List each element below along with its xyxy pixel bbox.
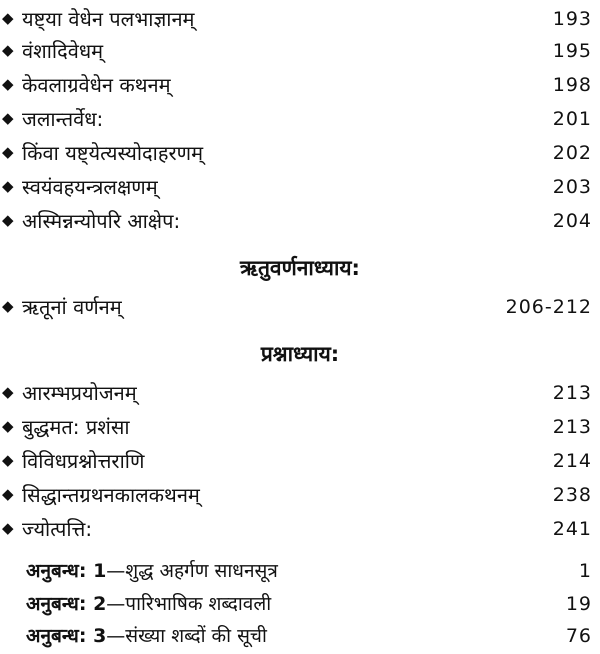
appendix-entry[interactable]: अनुबन्ध: 1—शुद्ध अहर्गण साधनसूत्र 1 xyxy=(0,558,600,588)
toc-entry[interactable]: ◆ जलान्तर्वेध: 201 xyxy=(0,106,600,136)
diamond-bullet-icon: ◆ xyxy=(2,417,14,435)
diamond-bullet-icon: ◆ xyxy=(2,75,14,93)
toc-entry[interactable]: ◆ वंशादिवेधम् 195 xyxy=(0,38,600,68)
diamond-bullet-icon: ◆ xyxy=(2,211,14,229)
toc-entry[interactable]: ◆ बुद्धमत: प्रशंसा 213 xyxy=(0,414,600,444)
appendix-label: अनुबन्ध: 1 xyxy=(26,560,107,582)
appendix-label: अनुबन्ध: 3 xyxy=(26,625,107,647)
diamond-bullet-icon: ◆ xyxy=(2,41,14,59)
entry-title: ज्योत्पत्ति: xyxy=(22,517,93,541)
diamond-bullet-icon: ◆ xyxy=(2,519,14,537)
toc-entry[interactable]: ◆ केवलाग्रवेधेन कथनम् 198 xyxy=(0,72,600,102)
page-number: 193 xyxy=(552,8,592,30)
page-number: 203 xyxy=(552,176,592,198)
page-number: 198 xyxy=(552,74,592,96)
page-number: 195 xyxy=(552,40,592,62)
toc-entry[interactable]: ◆ आरम्भप्रयोजनम् 213 xyxy=(0,380,600,410)
page-number: 19 xyxy=(565,593,592,615)
appendix-name: —पारिभाषिक शब्दावली xyxy=(106,593,272,615)
appendix-label: अनुबन्ध: 2 xyxy=(26,593,107,615)
diamond-bullet-icon: ◆ xyxy=(2,383,14,401)
appendix-name: —शुद्ध अहर्गण साधनसूत्र xyxy=(106,560,278,582)
entry-title: जलान्तर्वेध: xyxy=(22,107,104,131)
page-number: 213 xyxy=(552,416,592,438)
page-number: 204 xyxy=(552,210,592,232)
toc-entry[interactable]: ◆ विविधप्रश्नोत्तराणि 214 xyxy=(0,448,600,478)
diamond-bullet-icon: ◆ xyxy=(2,177,14,195)
entry-title: विविधप्रश्नोत्तराणि xyxy=(22,449,145,473)
section-heading: ऋतुवर्णनाध्याय: xyxy=(240,256,360,280)
page-number: 206-212 xyxy=(505,296,592,318)
toc-entry[interactable]: ◆ ऋतूनां वर्णनम् 206-212 xyxy=(0,294,600,324)
appendix-entry[interactable]: अनुबन्ध: 3—संख्या शब्दों की सूची 76 xyxy=(0,623,600,653)
entry-title: यष्ट्या वेधेन पलभाज्ञानम् xyxy=(22,7,195,31)
diamond-bullet-icon: ◆ xyxy=(2,109,14,127)
entry-title: किंवा यष्ट्येत्यस्योदाहरणम् xyxy=(22,141,204,165)
entry-title: सिद्धान्तग्रथनकालकथनम् xyxy=(22,483,200,507)
entry-title: वंशादिवेधम् xyxy=(22,39,104,63)
appendix-entry[interactable]: अनुबन्ध: 2—पारिभाषिक शब्दावली 19 xyxy=(0,591,600,621)
entry-title: बुद्धमत: प्रशंसा xyxy=(22,415,130,439)
entry-title: ऋतूनां वर्णनम् xyxy=(22,295,122,319)
entry-title: अस्मिन्नन्योपरि आक्षेप: xyxy=(22,209,181,233)
appendix-title: अनुबन्ध: 1—शुद्ध अहर्गण साधनसूत्र xyxy=(26,558,278,584)
toc-entry[interactable]: ◆ सिद्धान्तग्रथनकालकथनम् 238 xyxy=(0,482,600,512)
toc-entry[interactable]: ◆ किंवा यष्ट्येत्यस्योदाहरणम् 202 xyxy=(0,140,600,170)
page-number: 241 xyxy=(552,518,592,540)
entry-title: आरम्भप्रयोजनम् xyxy=(22,381,137,405)
appendix-title: अनुबन्ध: 2—पारिभाषिक शब्दावली xyxy=(26,591,271,617)
page-number: 201 xyxy=(552,108,592,130)
diamond-bullet-icon: ◆ xyxy=(2,9,14,27)
page-number: 202 xyxy=(552,142,592,164)
entry-title: स्वयंवहयन्त्रलक्षणम् xyxy=(22,175,158,199)
diamond-bullet-icon: ◆ xyxy=(2,143,14,161)
entry-title: केवलाग्रवेधेन कथनम् xyxy=(22,73,171,97)
toc-entry[interactable]: ◆ स्वयंवहयन्त्रलक्षणम् 203 xyxy=(0,174,600,204)
toc-entry[interactable]: ◆ ज्योत्पत्ति: 241 xyxy=(0,516,600,546)
section-heading: प्रश्नाध्याय: xyxy=(260,342,340,366)
page-number: 238 xyxy=(552,484,592,506)
page-number: 213 xyxy=(552,382,592,404)
page-number: 214 xyxy=(552,450,592,472)
diamond-bullet-icon: ◆ xyxy=(2,297,14,315)
appendix-title: अनुबन्ध: 3—संख्या शब्दों की सूची xyxy=(26,623,267,649)
toc-entry[interactable]: ◆ अस्मिन्नन्योपरि आक्षेप: 204 xyxy=(0,208,600,238)
diamond-bullet-icon: ◆ xyxy=(2,451,14,469)
diamond-bullet-icon: ◆ xyxy=(2,485,14,503)
page-number: 76 xyxy=(565,625,592,647)
toc-entry[interactable]: ◆ यष्ट्या वेधेन पलभाज्ञानम् 193 xyxy=(0,6,600,36)
appendix-name: —संख्या शब्दों की सूची xyxy=(106,625,267,647)
page-number: 1 xyxy=(578,560,592,582)
